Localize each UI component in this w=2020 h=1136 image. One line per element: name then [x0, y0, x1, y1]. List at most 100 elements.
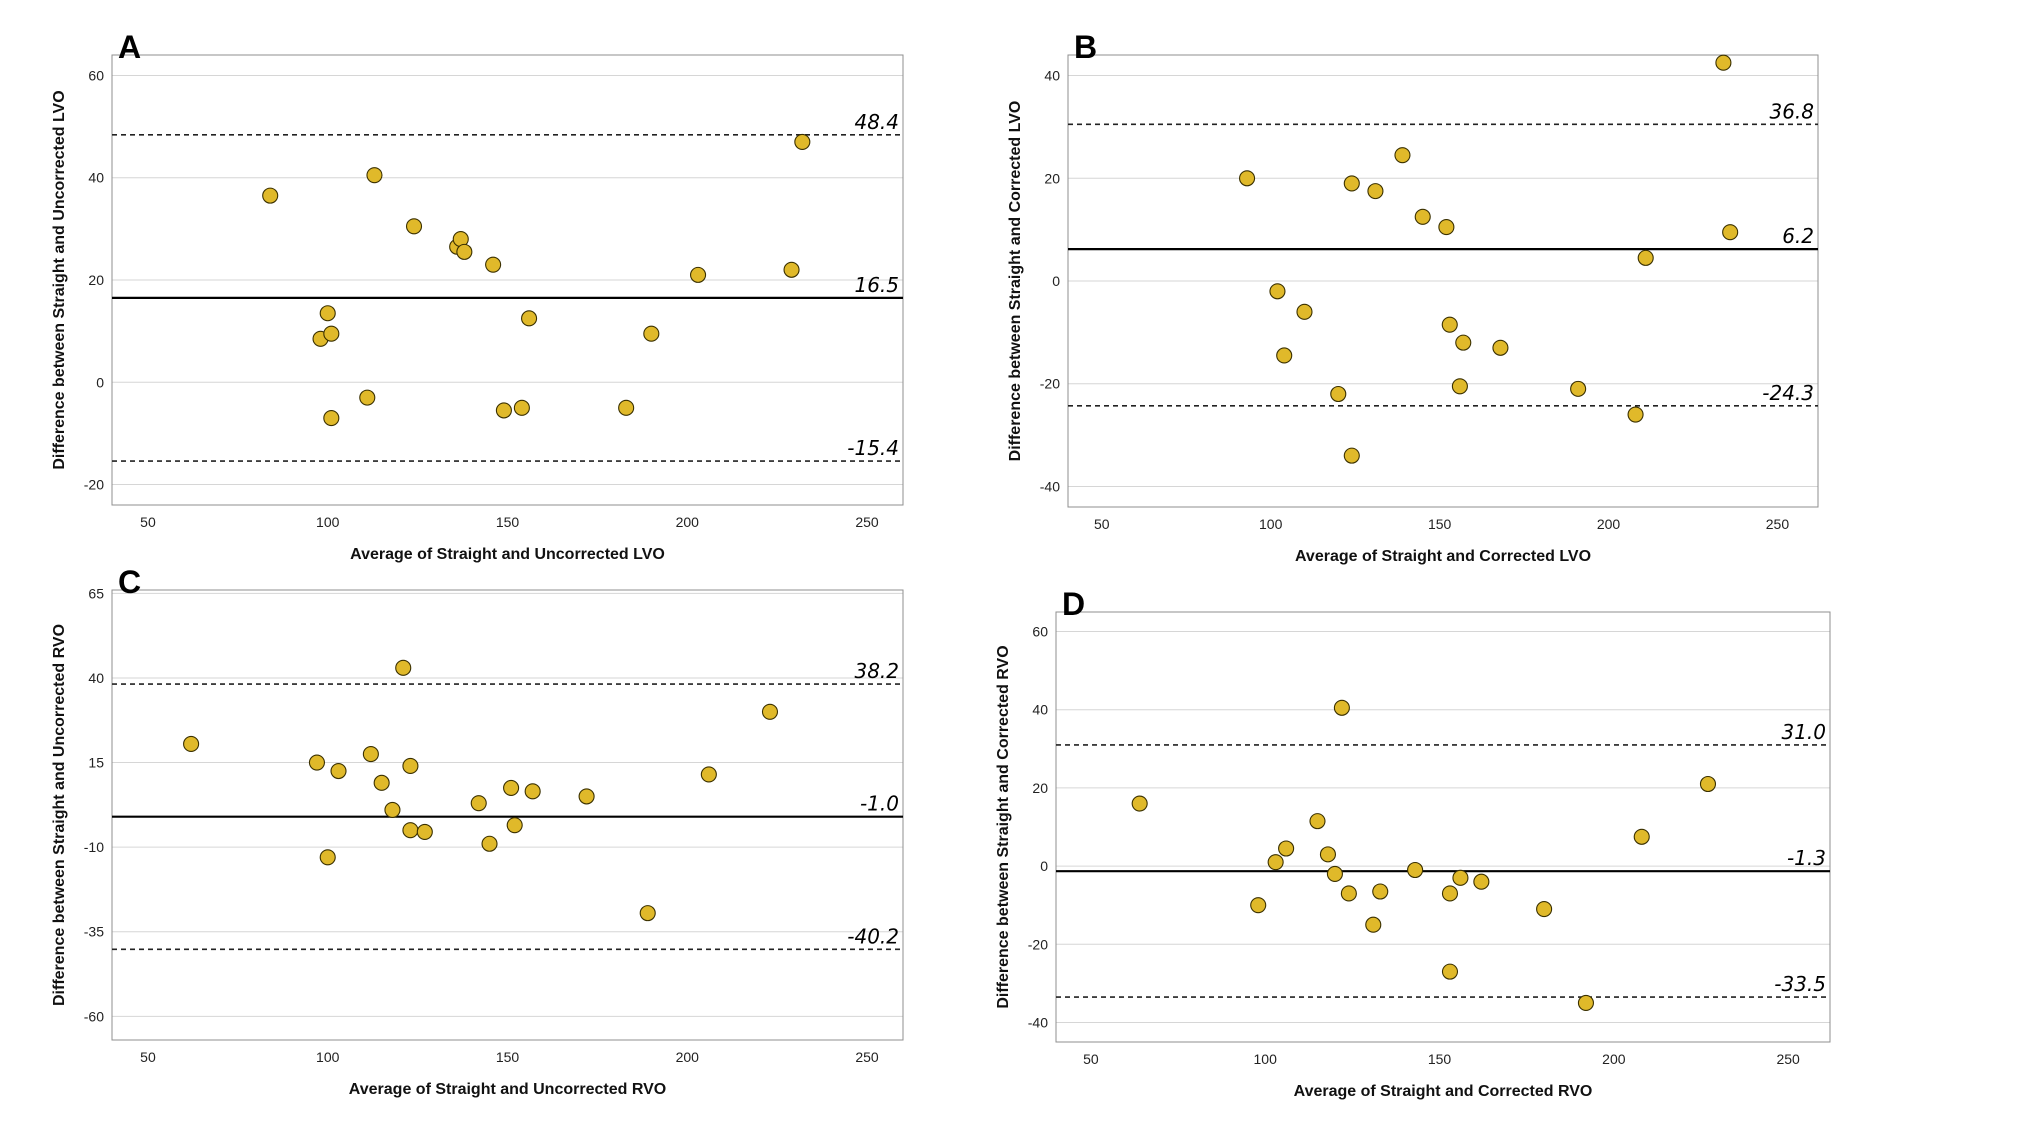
data-point — [1715, 54, 1732, 71]
y-tick-label: 20 — [88, 272, 104, 288]
data-point — [456, 243, 473, 260]
data-point — [1414, 208, 1431, 225]
data-point — [405, 218, 423, 235]
y-tick-label: 40 — [88, 170, 104, 186]
x-tick-label: 200 — [1602, 1051, 1626, 1067]
y-axis-title: Difference between Straight and Correcte… — [1007, 101, 1024, 462]
x-tick-label: 100 — [1259, 516, 1283, 532]
data-point — [1633, 828, 1650, 845]
y-tick-label: 40 — [88, 670, 104, 686]
x-tick-label: 50 — [1083, 1051, 1099, 1067]
data-point — [330, 762, 347, 780]
data-point — [578, 788, 595, 805]
y-tick-label: 65 — [88, 585, 104, 601]
data-point — [308, 754, 325, 771]
data-point — [1455, 334, 1472, 351]
data-point — [1250, 897, 1267, 914]
data-point — [1451, 378, 1468, 395]
panel-letter: B — [1074, 29, 1097, 65]
data-point — [1131, 795, 1148, 812]
x-tick-label: 50 — [1094, 516, 1110, 532]
data-point — [319, 305, 336, 322]
upper-limit-label: 48.4 — [854, 110, 899, 134]
y-tick-label: -20 — [1028, 936, 1048, 952]
data-point — [373, 774, 390, 791]
x-tick-label: 100 — [1254, 1051, 1278, 1067]
upper-limit-label: 31.0 — [1781, 720, 1826, 744]
x-axis-title: Average of Straight and Uncorrected LVO — [350, 546, 665, 563]
y-tick-label: 40 — [1032, 702, 1048, 718]
data-point — [1699, 775, 1717, 793]
data-point — [1577, 994, 1594, 1011]
data-point — [1319, 846, 1336, 863]
panel-letter: D — [1062, 586, 1085, 622]
panel-letter: C — [118, 564, 141, 600]
x-axis-title: Average of Straight and Uncorrected RVO — [349, 1081, 666, 1098]
data-point — [1343, 175, 1360, 192]
data-point — [1239, 170, 1256, 187]
data-point — [1492, 339, 1509, 356]
x-tick-label: 250 — [855, 514, 879, 530]
data-point — [783, 261, 800, 278]
y-tick-label: 40 — [1044, 68, 1060, 84]
x-tick-label: 150 — [496, 1049, 520, 1065]
panel-c: 50 100 150 200 250 -60 -35 -10 15 40 65 Average of … — [51, 564, 904, 1098]
data-point — [1367, 183, 1384, 200]
mean-difference-label: -1.3 — [1787, 846, 1826, 870]
data-point — [1330, 385, 1347, 403]
lower-limit-label: -40.2 — [847, 924, 899, 948]
data-point — [366, 167, 383, 184]
y-tick-label: -40 — [1040, 478, 1060, 494]
x-tick-label: 100 — [316, 1049, 340, 1065]
data-point — [506, 817, 523, 834]
panel-letter: A — [118, 29, 141, 65]
data-point — [359, 389, 376, 406]
y-tick-label: -40 — [1028, 1014, 1048, 1030]
lower-limit-label: -15.4 — [847, 436, 899, 460]
data-point — [794, 133, 811, 150]
x-tick-label: 50 — [140, 514, 156, 530]
upper-limit-label: 36.8 — [1769, 99, 1814, 123]
data-point — [485, 256, 502, 273]
y-tick-label: -35 — [84, 924, 104, 940]
data-point — [1441, 885, 1459, 902]
data-point — [521, 310, 538, 327]
data-point — [481, 835, 498, 852]
data-point — [618, 399, 635, 416]
lower-limit-label: -33.5 — [1774, 972, 1826, 996]
y-tick-label: -20 — [84, 477, 104, 493]
data-point — [362, 746, 379, 763]
y-tick-label: 15 — [88, 755, 104, 771]
y-tick-label: -60 — [84, 1008, 104, 1024]
data-point — [1438, 219, 1455, 236]
data-point — [1267, 854, 1284, 871]
data-point — [416, 823, 433, 840]
data-point — [1452, 869, 1469, 886]
data-point — [1326, 865, 1343, 882]
y-tick-label: 0 — [1040, 858, 1048, 874]
data-point — [524, 783, 541, 800]
data-point — [1394, 147, 1411, 164]
y-tick-label: 0 — [96, 374, 104, 390]
data-point — [323, 325, 340, 342]
data-point — [319, 849, 336, 866]
data-point — [1441, 963, 1459, 980]
data-point — [395, 659, 412, 676]
data-point — [384, 801, 401, 818]
x-tick-label: 200 — [676, 514, 700, 530]
data-point — [1407, 861, 1424, 879]
y-tick-label: 60 — [88, 67, 104, 83]
x-tick-label: 150 — [496, 514, 520, 530]
data-point — [1372, 883, 1389, 900]
plot-frame — [111, 589, 904, 1041]
y-tick-label: 20 — [1032, 780, 1048, 796]
data-point — [1343, 447, 1360, 464]
x-tick-label: 250 — [855, 1049, 879, 1065]
x-tick-label: 150 — [1428, 516, 1452, 532]
data-point — [1340, 885, 1357, 902]
y-tick-label: 20 — [1044, 170, 1060, 186]
data-point — [402, 822, 419, 839]
mean-difference-label: 16.5 — [854, 273, 899, 297]
x-tick-label: 50 — [140, 1049, 156, 1065]
lower-limit-label: -24.3 — [1762, 381, 1814, 405]
